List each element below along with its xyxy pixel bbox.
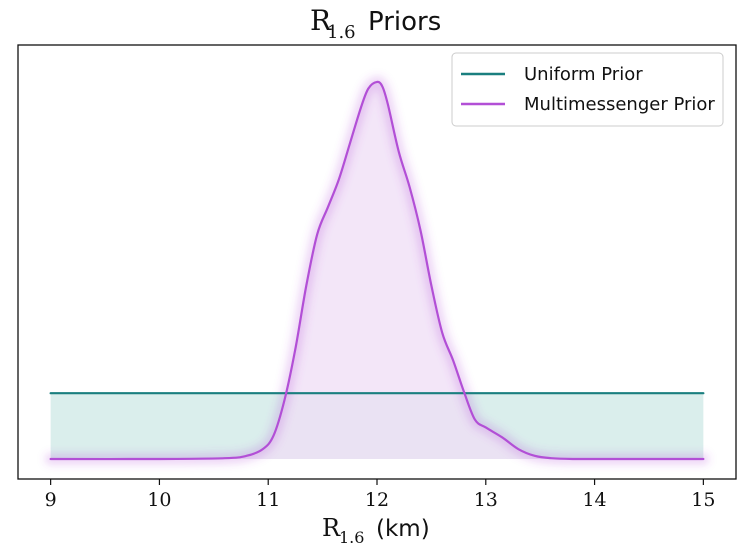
legend: Uniform Prior Multimessenger Prior: [451, 52, 724, 127]
chart-title-text: Priors: [368, 7, 441, 37]
x-tick-label: 14: [582, 489, 606, 511]
x-tick-label: 13: [474, 489, 498, 511]
x-axis-label-subscript: 1.6: [339, 528, 364, 547]
legend-box: [451, 52, 724, 127]
x-tick-label: 15: [691, 489, 715, 511]
plot-area: [44, 75, 710, 466]
x-axis-label-symbol: R: [322, 514, 341, 542]
multimessenger-prior-fill: [50, 81, 704, 460]
x-axis-label-unit: (km): [376, 516, 430, 542]
chart-title-symbol: R: [310, 4, 332, 37]
legend-label-uniform-prior: Uniform Prior: [524, 64, 643, 85]
x-tick-label: 12: [365, 489, 389, 511]
legend-label-multimessenger-prior: Multimessenger Prior: [524, 94, 715, 115]
x-tick-label: 10: [147, 489, 171, 511]
x-tick-label: 9: [45, 489, 57, 511]
chart-title-subscript: 1.6: [327, 22, 356, 43]
x-axis-ticks: 9 10 11 12 13 14 15: [45, 479, 715, 511]
multimessenger-prior-line: [49, 80, 705, 461]
x-tick-label: 11: [256, 489, 280, 511]
